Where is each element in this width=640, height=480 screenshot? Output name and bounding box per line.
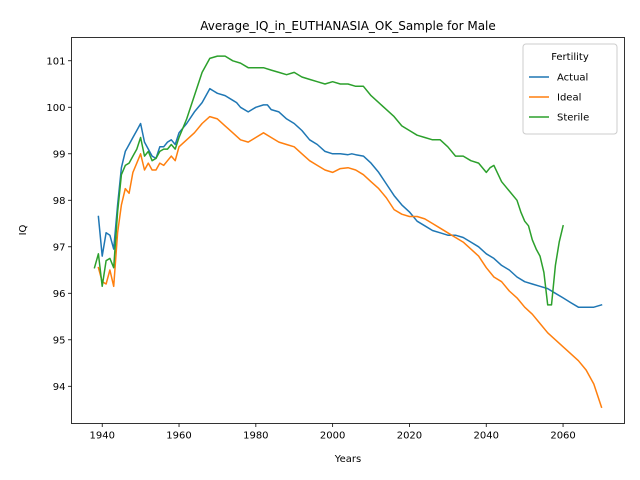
plot-lines xyxy=(93,55,603,409)
legend-label-sterile: Sterile xyxy=(557,113,589,124)
y-tick-label: 100 xyxy=(46,103,65,114)
legend-label-actual: Actual xyxy=(557,73,588,84)
series-line-ideal xyxy=(97,115,603,409)
x-axis: 1940 1960 1980 2000 2020 2040 2060 xyxy=(89,423,576,442)
legend-label-ideal: Ideal xyxy=(557,93,581,104)
x-tick-label: 1980 xyxy=(243,431,268,442)
y-axis-label: IQ xyxy=(18,224,29,235)
y-tick-label: 95 xyxy=(53,335,66,346)
x-tick-label: 2020 xyxy=(397,431,422,442)
x-axis-label: Years xyxy=(334,454,361,465)
y-tick-label: 94 xyxy=(53,382,66,393)
legend-box xyxy=(522,43,618,135)
y-tick-label: 97 xyxy=(53,242,66,253)
legend-title: Fertility xyxy=(551,52,589,63)
x-tick-label: 2040 xyxy=(474,431,499,442)
x-tick-label: 1940 xyxy=(89,431,114,442)
y-tick-label: 96 xyxy=(53,289,66,300)
y-tick-label: 101 xyxy=(46,56,65,67)
series-line-sterile xyxy=(93,55,565,306)
y-axis: 94 95 96 97 98 99 100 101 xyxy=(46,56,72,393)
x-tick-label: 1960 xyxy=(166,431,191,442)
x-tick-label: 2000 xyxy=(320,431,345,442)
y-tick-label: 98 xyxy=(53,196,66,207)
legend: Fertility Actual Ideal Sterile xyxy=(522,43,618,135)
y-tick-label: 99 xyxy=(53,149,66,160)
chart-title: Average_IQ_in_EUTHANASIA_OK_Sample for M… xyxy=(200,19,496,33)
series-line-actual xyxy=(97,87,603,308)
x-tick-label: 2060 xyxy=(550,431,575,442)
plot-frame xyxy=(71,37,625,424)
